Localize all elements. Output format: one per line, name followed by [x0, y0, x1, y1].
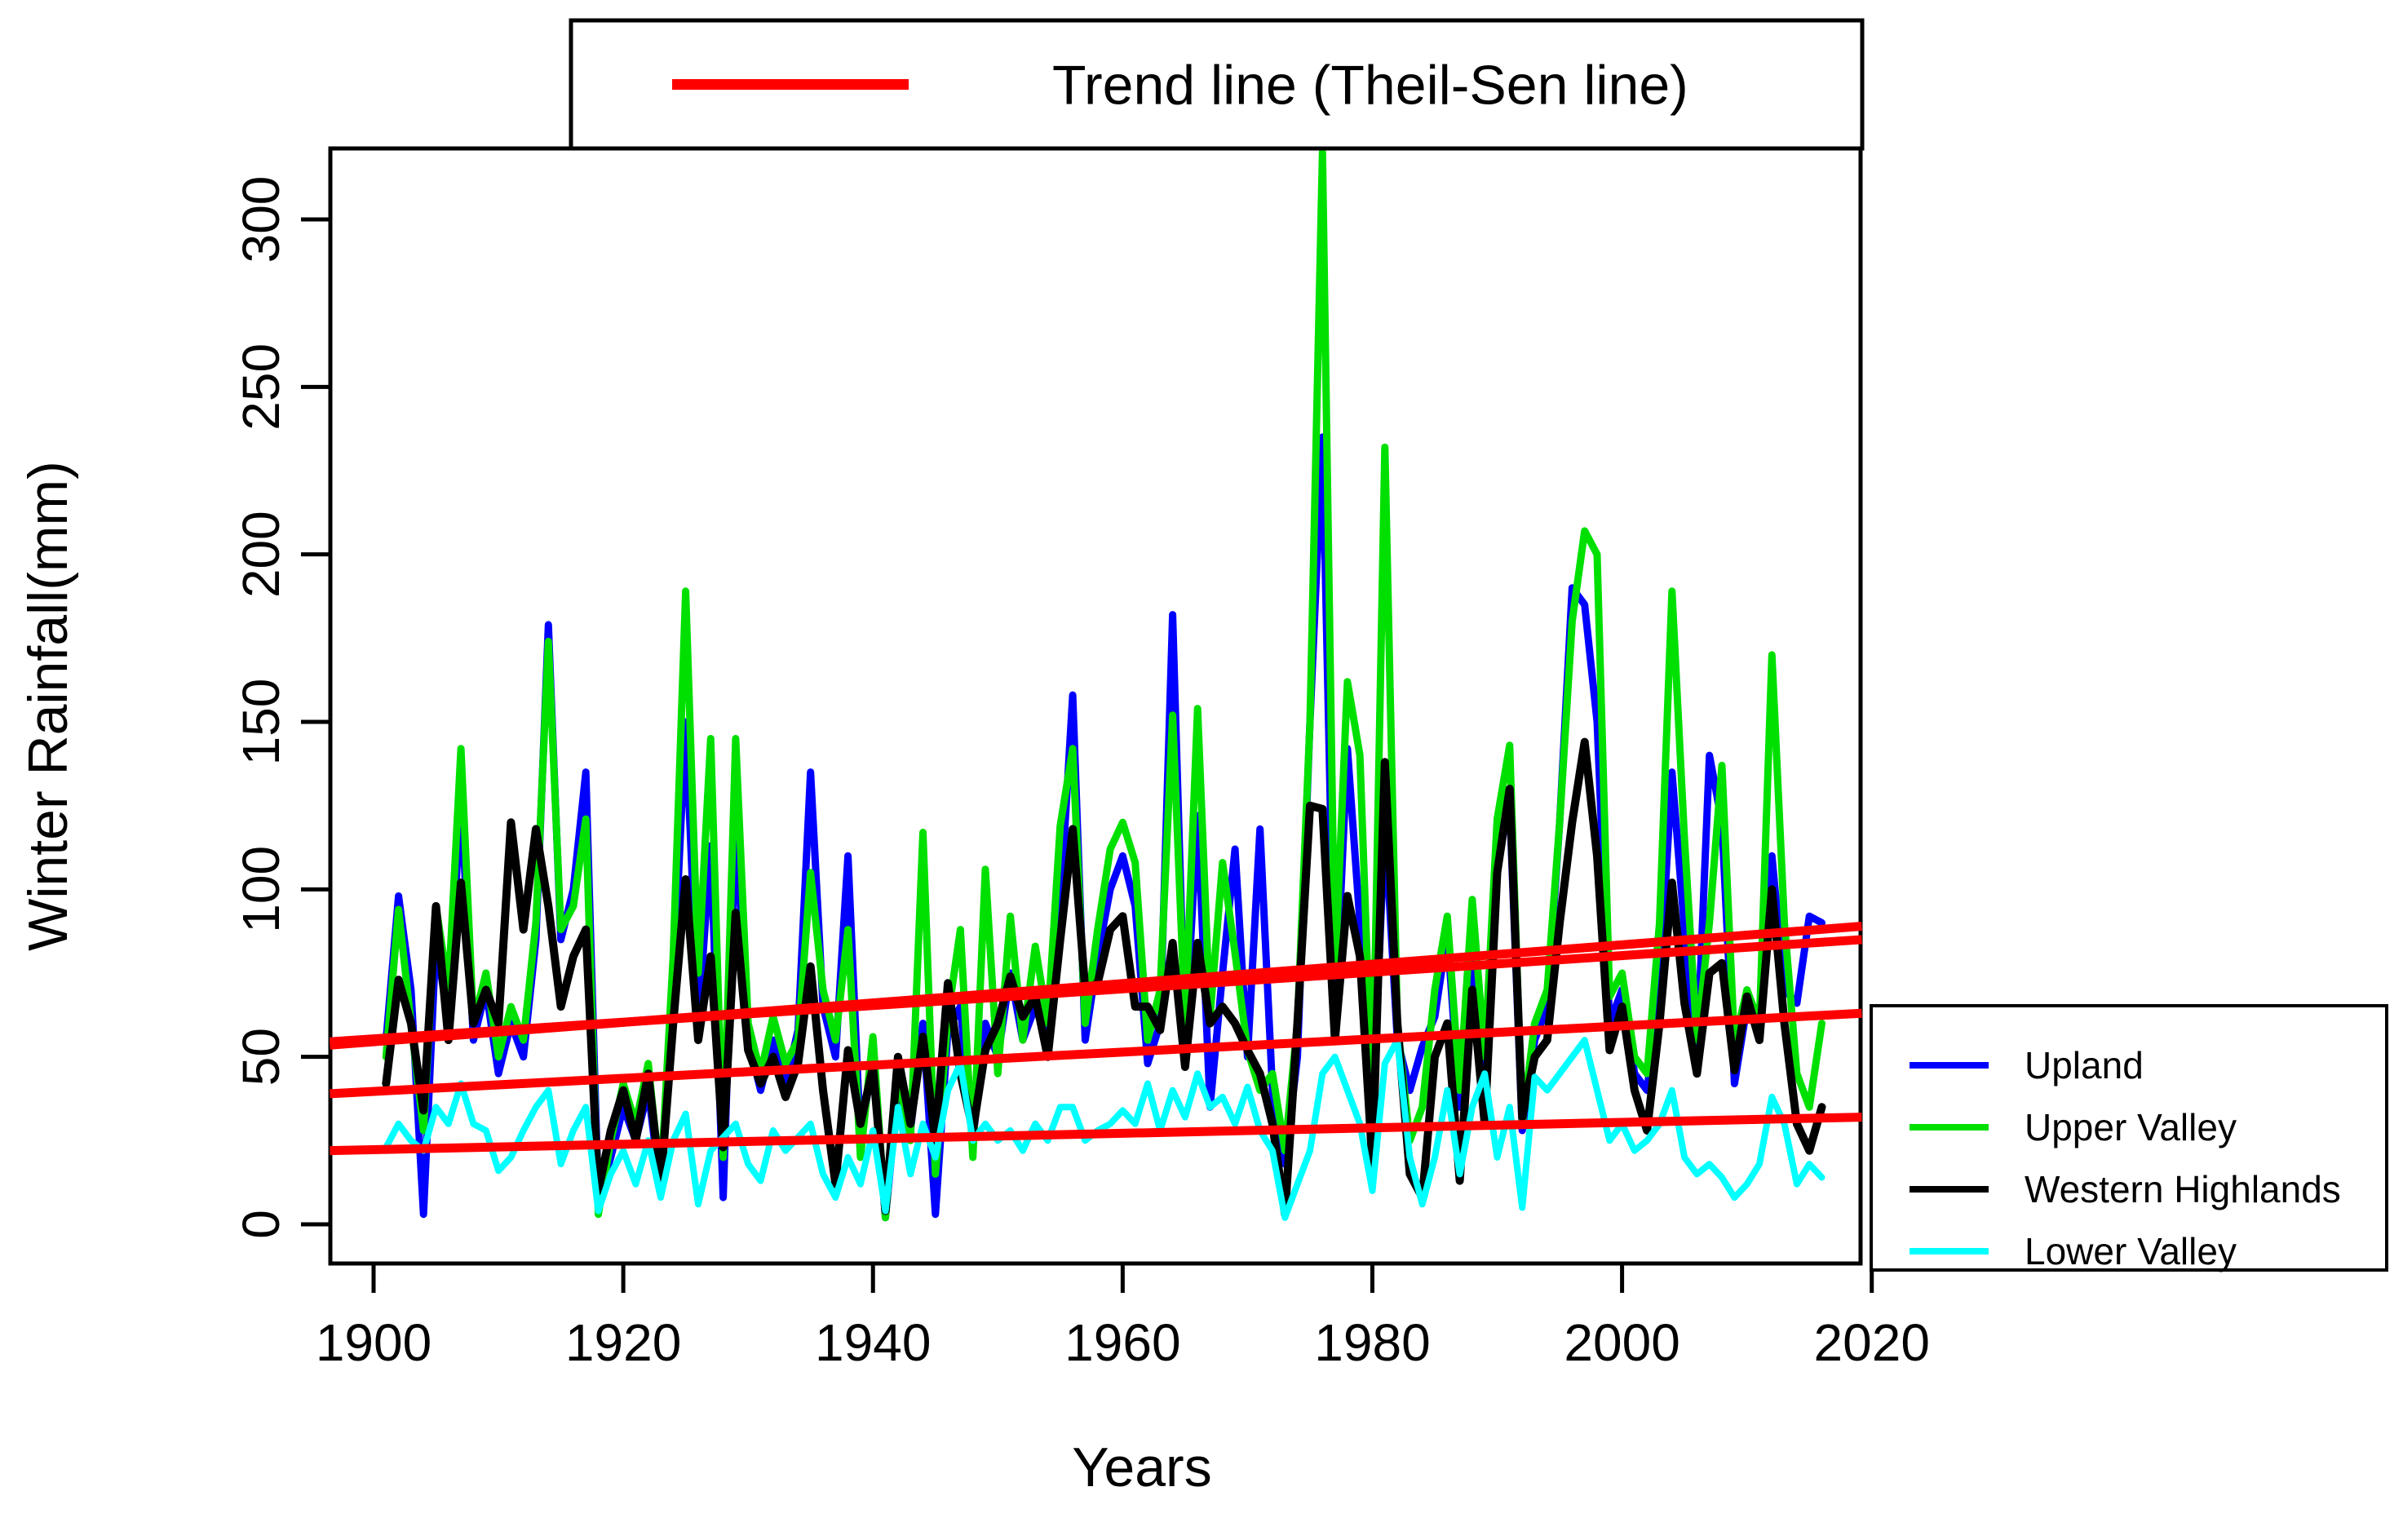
y-tick-label: 250 [232, 343, 290, 431]
plot-box [328, 146, 1863, 1266]
y-tick-label: 150 [232, 679, 290, 766]
legend-entry-upper-valley: Upper Valley [1910, 1106, 2237, 1148]
top-legend: Trend line (Theil-Sen line) [569, 18, 1865, 151]
x-axis: 1900 1920 1940 1960 1980 2000 2020 Years [316, 1263, 1930, 1498]
legend-entry-lower-valley: Lower Valley [1910, 1230, 2237, 1272]
series-line-upper-valley [382, 148, 1825, 1222]
y-tick-label: 100 [232, 846, 290, 933]
y-axis-title: Winter Rainfall(mm) [17, 461, 79, 951]
y-tick-label: 50 [232, 1028, 290, 1086]
right-legend: Upland Upper Valley Western Highlands Lower… [1870, 1004, 2388, 1272]
y-tick-label: 300 [232, 176, 290, 263]
trend-line-western-highlands [330, 1008, 1862, 1099]
y-tick-label: 0 [232, 1210, 290, 1239]
legend-entry-western-highlands: Western Highlands [1910, 1168, 2341, 1210]
x-tick-label: 1980 [1314, 1313, 1430, 1372]
x-tick-label: 1960 [1064, 1313, 1180, 1372]
series-line-western-highlands [382, 737, 1826, 1219]
x-tick-label: 1920 [565, 1313, 681, 1372]
x-tick-label: 1900 [316, 1313, 431, 1372]
y-tick-label: 200 [232, 511, 290, 598]
legend-entry-label: Upper Valley [2025, 1106, 2237, 1148]
series-line-lower-valley [383, 1037, 1825, 1221]
legend-entry-label: Lower Valley [2025, 1230, 2237, 1272]
y-axis: 0 50 100 150 200 250 300 Winter Rainfall(mm) [17, 176, 330, 1239]
trend-line-lower-valley [330, 1113, 1862, 1156]
x-tick-label: 1940 [815, 1313, 931, 1372]
x-axis-title: Years [1072, 1436, 1211, 1498]
top-legend-label: Trend line (Theil-Sen line) [1052, 55, 1688, 117]
legend-entry-label: Upland [2025, 1044, 2144, 1086]
legend-entry-upland: Upland [1910, 1044, 2144, 1086]
trend-line-upper-valley [330, 935, 1862, 1047]
right-legend-box [1870, 1004, 2388, 1272]
legend-entry-label: Western Highlands [2025, 1168, 2341, 1210]
trend-lines [330, 922, 1862, 1156]
x-tick-label: 2000 [1564, 1313, 1679, 1372]
x-tick-label: 2020 [1814, 1313, 1930, 1372]
data-series [382, 148, 1826, 1222]
